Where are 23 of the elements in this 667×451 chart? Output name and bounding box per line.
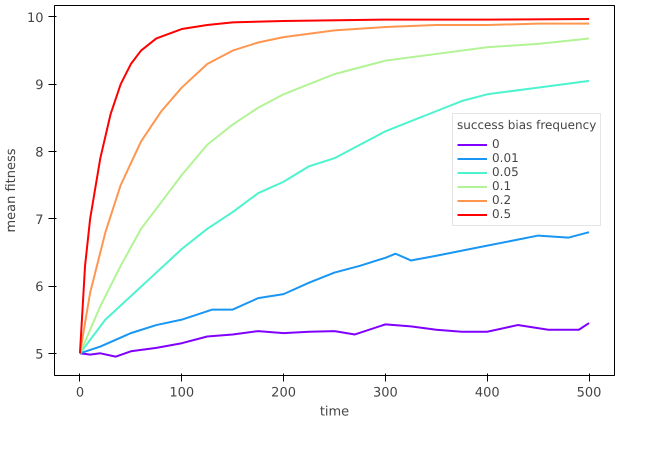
x-tick-label: 0	[76, 386, 84, 400]
x-tick-label: 400	[474, 386, 500, 400]
y-tick-label: 9	[35, 78, 44, 94]
legend-label: 0	[492, 137, 501, 151]
legend-label: 0.01	[492, 151, 519, 165]
line-series	[78, 322, 590, 358]
legend-label: 0.5	[492, 207, 512, 221]
x-tick-label: 200	[271, 386, 296, 400]
x-tick-label: 500	[576, 386, 602, 400]
legend-label: 0.1	[492, 179, 512, 193]
y-tick-label: 8	[35, 145, 44, 160]
y-axis-title: mean fitness	[4, 148, 19, 233]
y-tick-label: 10	[26, 10, 44, 26]
x-axis-title: time	[320, 404, 350, 420]
x-tick-label: 100	[169, 386, 194, 400]
y-tick-label: 6	[35, 280, 44, 296]
legend-label: 0.2	[492, 193, 512, 207]
line-series	[78, 231, 590, 354]
legend-label: 0.05	[492, 165, 519, 179]
y-tick-label: 5	[35, 347, 44, 362]
legend-title: success bias frequency	[457, 118, 596, 132]
y-tick-label: 7	[35, 212, 44, 228]
x-tick-label: 300	[373, 386, 398, 400]
